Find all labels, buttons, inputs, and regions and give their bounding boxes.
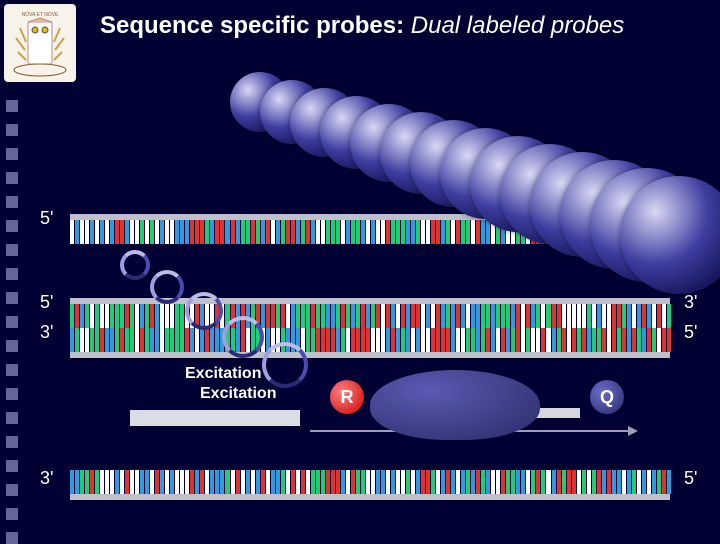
coil-ring bbox=[222, 316, 264, 358]
reporter-dye: R bbox=[330, 380, 364, 414]
side-bullet bbox=[6, 196, 18, 208]
label-5prime-r2rb: 5' bbox=[684, 322, 697, 343]
label-3prime-r2rt: 3' bbox=[684, 292, 697, 313]
label-5prime-r3r: 5' bbox=[684, 468, 697, 489]
side-bullet bbox=[6, 292, 18, 304]
label-3prime-r2lb: 3' bbox=[40, 322, 53, 343]
side-bullet bbox=[6, 436, 18, 448]
probe-segment-3 bbox=[535, 408, 580, 418]
side-bullet-column bbox=[6, 100, 18, 544]
side-bullet bbox=[6, 172, 18, 184]
quencher-label: Q bbox=[600, 387, 614, 408]
side-bullet bbox=[6, 484, 18, 496]
title-bold: Sequence specific probes: bbox=[100, 12, 404, 39]
side-bullet bbox=[6, 532, 18, 544]
quencher-dye: Q bbox=[590, 380, 624, 414]
side-bullet bbox=[6, 460, 18, 472]
side-bullet bbox=[6, 388, 18, 400]
coil-ring bbox=[120, 250, 150, 280]
label-5prime-r2lt: 5' bbox=[40, 292, 53, 313]
coil-ring bbox=[262, 342, 308, 388]
side-bullet bbox=[6, 340, 18, 352]
label-3prime-r3l: 3' bbox=[40, 468, 53, 489]
side-bullet bbox=[6, 100, 18, 112]
side-bullet bbox=[6, 508, 18, 520]
excitation-label-1: Excitation bbox=[185, 365, 261, 383]
side-bullet bbox=[6, 148, 18, 160]
slide-title: Sequence specific probes: Dual labeled p… bbox=[100, 12, 710, 40]
side-bullet bbox=[6, 412, 18, 424]
excitation-arrow bbox=[130, 410, 300, 426]
logo-top-text: NOVA ET NOVE bbox=[22, 12, 59, 18]
excitation-label-2: Excitation bbox=[200, 385, 276, 403]
title-italic: Dual labeled probes bbox=[404, 12, 624, 39]
side-bullet bbox=[6, 244, 18, 256]
coil-ring bbox=[185, 292, 223, 330]
coil-ring bbox=[150, 270, 184, 304]
dna-strand-3 bbox=[70, 470, 670, 500]
reporter-label: R bbox=[341, 387, 354, 408]
polymerase-enzyme bbox=[370, 370, 540, 440]
side-bullet bbox=[6, 268, 18, 280]
label-5prime-r1l: 5' bbox=[40, 208, 53, 229]
side-bullet bbox=[6, 316, 18, 328]
side-bullet bbox=[6, 220, 18, 232]
side-bullet bbox=[6, 364, 18, 376]
side-bullet bbox=[6, 124, 18, 136]
university-logo: NOVA ET NOVE bbox=[4, 4, 76, 82]
dna-strand-2-bottom bbox=[70, 328, 670, 358]
